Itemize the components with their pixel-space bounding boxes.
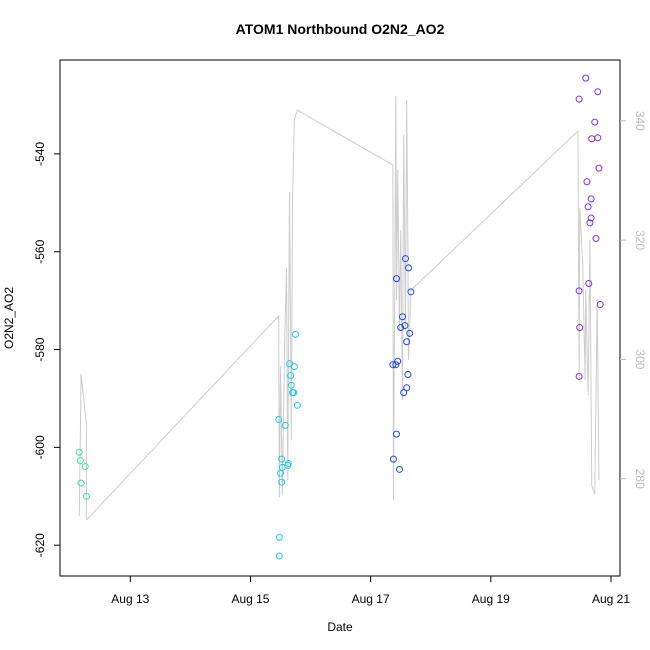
- point: [585, 280, 593, 288]
- x-tick-label: Aug 19: [472, 592, 510, 606]
- point: [278, 455, 286, 463]
- point: [594, 134, 602, 142]
- point: [406, 329, 414, 337]
- y2-tick-label: 280: [633, 469, 647, 489]
- y-axis-label: O2N2_AO2: [2, 287, 16, 349]
- point: [587, 214, 595, 222]
- point: [81, 462, 89, 470]
- point: [596, 301, 604, 309]
- point: [275, 533, 283, 541]
- point: [77, 479, 85, 487]
- point: [400, 389, 408, 397]
- point: [594, 88, 602, 96]
- point: [284, 460, 292, 468]
- x-tick-label: Aug 13: [111, 592, 149, 606]
- point: [401, 255, 409, 263]
- point: [392, 361, 400, 369]
- point: [392, 275, 400, 283]
- point: [389, 455, 397, 463]
- y2-tick-label: 340: [633, 111, 647, 131]
- point: [595, 164, 603, 172]
- point: [395, 465, 403, 473]
- line: [78, 95, 600, 520]
- point: [394, 357, 402, 365]
- plot-frame: [59, 59, 621, 577]
- point: [586, 219, 594, 227]
- point: [407, 288, 415, 296]
- point: [290, 363, 298, 371]
- point: [398, 313, 406, 321]
- y-tick-label: -620: [33, 533, 47, 557]
- chart-title: ATOM1 Northbound O2N2_AO2: [236, 21, 445, 37]
- point: [293, 401, 301, 409]
- point: [404, 264, 412, 272]
- point: [575, 95, 583, 103]
- point: [275, 552, 283, 560]
- point: [281, 421, 289, 429]
- y2-tick-label: 320: [633, 230, 647, 250]
- x-tick-label: Aug 21: [592, 592, 630, 606]
- y2-tick-label: 300: [633, 349, 647, 369]
- point: [403, 338, 411, 346]
- x-axis-label: Date: [327, 620, 353, 634]
- point: [587, 195, 595, 203]
- point: [592, 235, 600, 243]
- point: [292, 330, 300, 338]
- point: [583, 178, 591, 186]
- point: [75, 448, 83, 456]
- point: [287, 371, 295, 379]
- point: [397, 324, 405, 332]
- y-tick-label: -580: [33, 337, 47, 361]
- point: [575, 372, 583, 380]
- point: [591, 118, 599, 126]
- point: [582, 74, 590, 82]
- point: [404, 370, 412, 378]
- point: [76, 457, 84, 465]
- point: [290, 389, 298, 397]
- point: [275, 415, 283, 423]
- x-tick-label: Aug 17: [352, 592, 390, 606]
- point: [82, 492, 90, 500]
- point: [584, 203, 592, 211]
- point: [401, 322, 409, 330]
- point: [575, 287, 583, 295]
- point: [287, 381, 295, 389]
- point: [278, 478, 286, 486]
- x-tick-label: Aug 15: [231, 592, 269, 606]
- y-tick-label: -540: [33, 142, 47, 166]
- y-tick-label: -560: [33, 239, 47, 263]
- point: [576, 324, 584, 332]
- point: [403, 384, 411, 392]
- y-tick-label: -600: [33, 435, 47, 459]
- point: [392, 430, 400, 438]
- point: [389, 361, 397, 369]
